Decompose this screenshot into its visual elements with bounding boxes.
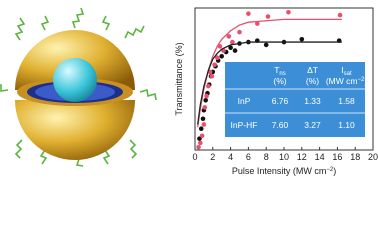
nanoparticle <box>15 30 135 160</box>
x-label-text: Pulse Intensity (MW cm <box>232 166 327 176</box>
data-point <box>265 14 271 19</box>
data-point <box>337 12 343 18</box>
data-point <box>200 116 206 122</box>
data-point <box>232 48 238 53</box>
x-tick-label: 18 <box>350 152 360 162</box>
table-header: ΔT <box>307 65 318 75</box>
table-cell: 3.27 <box>304 120 321 130</box>
data-point <box>198 140 203 146</box>
table-header: Isat <box>341 65 352 77</box>
x-label-end: ) <box>333 166 336 176</box>
data-point <box>204 93 209 99</box>
table-cell: 1.58 <box>338 96 355 106</box>
table-background <box>225 62 365 137</box>
x-tick-label: 6 <box>246 152 251 162</box>
data-point <box>212 62 217 68</box>
table-header: Tns <box>274 65 286 77</box>
table-header-unit: (MW cm−2) <box>326 76 367 86</box>
data-point <box>203 98 208 103</box>
table-cell: 1.10 <box>338 120 355 130</box>
header-unit-sup: −2 <box>357 77 365 83</box>
figure: Transmittance (%) Pulse Intensity (MW cm… <box>0 7 378 176</box>
data-point <box>196 144 201 150</box>
header-unit: (%) <box>306 76 319 86</box>
data-point <box>263 42 269 48</box>
data-point <box>206 83 211 89</box>
data-point <box>209 73 215 79</box>
data-point <box>237 29 242 35</box>
header-unit: (MW cm <box>326 76 358 86</box>
table-cell: 7.60 <box>272 120 289 130</box>
data-point <box>299 36 305 42</box>
data-point <box>230 39 235 45</box>
data-point <box>201 122 207 127</box>
x-tick-label: 12 <box>297 152 307 162</box>
data-point <box>199 133 205 139</box>
data-point <box>219 53 224 59</box>
fit-line <box>197 41 342 125</box>
x-tick-label: 14 <box>315 152 325 162</box>
x-tick-label: 10 <box>279 152 289 162</box>
x-label-sup: −2 <box>326 167 334 173</box>
table-cell: 1.33 <box>304 96 321 106</box>
x-tick-label: 8 <box>264 152 269 162</box>
data-point <box>214 55 220 60</box>
data-point <box>217 44 223 49</box>
header-sub: sat <box>344 71 352 77</box>
data-point <box>202 105 208 110</box>
x-tick-label: 20 <box>368 152 378 162</box>
x-tick-label: 0 <box>192 152 197 162</box>
header-sub: ns <box>279 71 285 77</box>
x-tick-label: 4 <box>228 152 233 162</box>
table-cell: InP-HF <box>231 120 258 130</box>
table-cell: InP <box>238 96 251 106</box>
table-cell: 6.76 <box>272 96 289 106</box>
x-tick-label: 2 <box>210 152 215 162</box>
table-header-unit: (%) <box>273 76 286 86</box>
header-text: T <box>274 65 279 75</box>
table-header-unit: (%) <box>306 76 319 86</box>
data-point <box>198 126 204 131</box>
header-unit-end: ) <box>364 76 367 86</box>
data-point <box>246 11 251 16</box>
data-point <box>226 34 232 39</box>
illustration <box>0 7 157 167</box>
header-text: I <box>341 65 343 75</box>
data-point <box>286 9 291 15</box>
x-tick-label: 16 <box>332 152 342 162</box>
header-text: ΔT <box>307 65 318 75</box>
y-axis-label: Transmittance (%) <box>174 42 184 115</box>
inset-table: Tns(%)ΔT(%)Isat(MW cm−2)InP 6.76 1.33 1.58I… <box>225 62 367 137</box>
x-axis-label: Pulse Intensity (MW cm−2) <box>232 166 336 176</box>
header-unit: (%) <box>273 76 286 86</box>
data-point <box>207 69 213 75</box>
data-point <box>254 21 260 26</box>
data-point <box>228 45 233 51</box>
